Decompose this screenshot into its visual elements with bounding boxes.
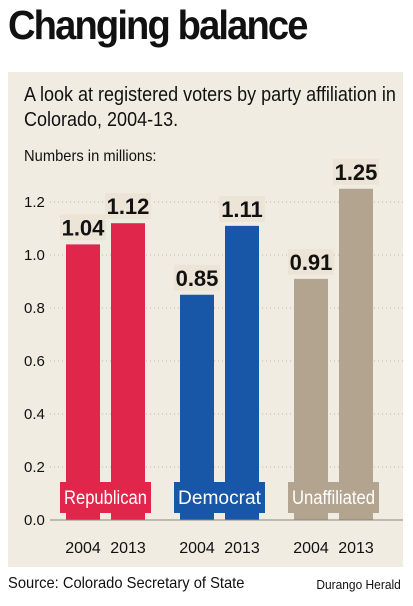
y-tick-label: 0.8 xyxy=(24,300,45,317)
data-label-bg xyxy=(288,248,334,275)
data-label-bg xyxy=(333,158,379,185)
category-label: Republican xyxy=(64,488,147,509)
data-label-bg xyxy=(105,193,151,220)
data-label: 1.12 xyxy=(107,194,150,219)
data-label: 0.85 xyxy=(176,266,219,291)
y-tick-label: 1.2 xyxy=(24,194,45,211)
data-label-bg xyxy=(60,214,106,241)
x-tick-label: 2013 xyxy=(110,540,146,557)
data-label: 0.91 xyxy=(290,250,333,275)
data-label: 1.04 xyxy=(62,215,106,240)
source-note: Source: Colorado Secretary of State xyxy=(8,575,245,592)
y-tick-label: 0.6 xyxy=(24,353,45,370)
data-label: 1.11 xyxy=(221,197,263,222)
chart-subtitle: A look at registered voters by party aff… xyxy=(24,84,396,131)
bar-democrat-2013 xyxy=(225,225,259,520)
category-label-box xyxy=(60,482,151,513)
x-tick-label: 2004 xyxy=(179,540,215,557)
bar-republican-2013 xyxy=(111,223,145,520)
data-label: 1.25 xyxy=(335,160,378,185)
y-tick-label: 0.0 xyxy=(24,512,45,529)
y-tick-label: 0.4 xyxy=(24,406,45,423)
credit-line: Durango Herald xyxy=(316,577,401,592)
units-label: Numbers in millions: xyxy=(24,148,157,165)
x-tick-label: 2004 xyxy=(65,540,101,557)
y-tick-label: 1.0 xyxy=(24,247,45,264)
bar-unaffiliated-2004 xyxy=(294,278,328,520)
page-title: Changing balance xyxy=(8,2,308,48)
bar-unaffiliated-2013 xyxy=(339,188,373,520)
category-label-box xyxy=(174,482,265,513)
category-label: Unaffiliated xyxy=(292,488,375,509)
x-tick-label: 2013 xyxy=(224,540,260,557)
bar-republican-2004 xyxy=(66,244,100,520)
x-tick-label: 2013 xyxy=(338,540,374,557)
category-label: Democrat xyxy=(178,488,262,509)
category-label-box xyxy=(288,482,379,513)
x-tick-label: 2004 xyxy=(293,540,329,557)
y-tick-label: 0.2 xyxy=(24,459,45,476)
data-label-bg xyxy=(219,195,265,222)
data-label-bg xyxy=(174,264,220,291)
